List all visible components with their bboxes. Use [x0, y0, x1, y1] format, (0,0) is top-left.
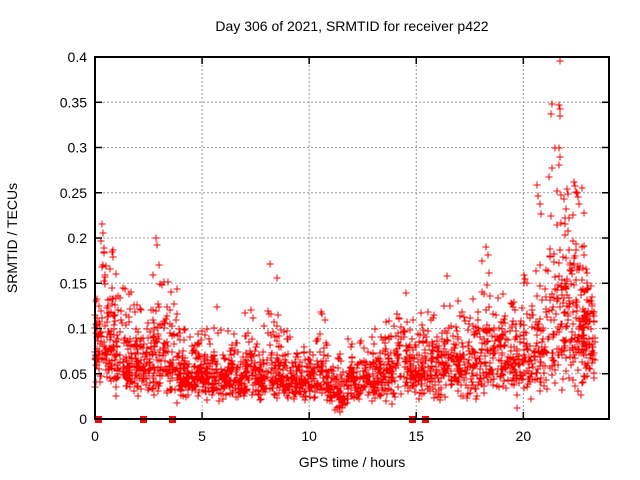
tick-labels: 0 5 10 15 20 0 0.05 0.1 0.15 0.2 0.25 0.3 0.35 0.4	[60, 49, 532, 444]
y-tick-label: 0.2	[68, 230, 88, 246]
y-tick-label: 0.15	[60, 275, 87, 291]
axes-and-ticks	[94, 56, 610, 420]
x-tick-label: 5	[198, 428, 206, 444]
y-tick-label: 0.1	[68, 321, 88, 337]
x-axis-label: GPS time / hours	[299, 454, 406, 470]
x-tick-label: 0	[91, 428, 99, 444]
x-tick-label: 20	[516, 428, 532, 444]
x-tick-label: 10	[301, 428, 317, 444]
y-tick-label: 0.3	[68, 140, 88, 156]
y-tick-label: 0.35	[60, 94, 87, 110]
y-axis-label: SRMTID / TECUs	[4, 183, 20, 293]
y-tick-label: 0.4	[68, 49, 88, 65]
y-tick-label: 0.25	[60, 185, 87, 201]
x-tick-label: 15	[408, 428, 424, 444]
y-tick-label: 0	[79, 411, 87, 427]
chart-title: Day 306 of 2021, SRMTID for receiver p42…	[215, 18, 488, 34]
y-tick-label: 0.05	[60, 366, 87, 382]
